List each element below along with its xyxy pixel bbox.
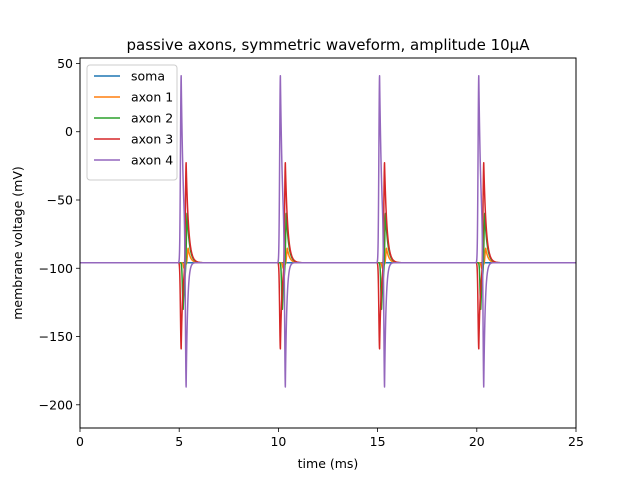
legend-box [86,64,178,181]
x-axis: 0 5 10 15 20 25 [76,428,584,449]
x-tick-label: 25 [568,434,584,449]
x-tick-label: 0 [76,434,84,449]
legend-label: axon 3 [131,132,173,147]
chart-title: passive axons, symmetric waveform, ampli… [127,36,531,54]
legend-label: axon 4 [131,153,173,168]
legend-label: axon 2 [131,111,173,126]
x-axis-label: time (ms) [298,456,359,471]
x-tick-label: 10 [270,434,286,449]
x-tick-label: 15 [370,434,386,449]
legend: soma axon 1 axon 2 axon 3 axon 4 [86,64,178,181]
y-tick-label: −50 [47,192,73,207]
x-tick-label: 20 [469,434,485,449]
y-tick-label: −200 [39,397,73,412]
y-tick-label: −100 [39,261,73,276]
legend-label: soma [131,69,165,84]
x-tick-label: 5 [175,434,183,449]
plot-frame [79,57,577,429]
y-tick-label: −150 [39,329,73,344]
series-line-axon-4 [80,75,576,388]
series-group [80,75,576,388]
legend-label: axon 1 [131,90,173,105]
y-axis: 50 0 −50 −100 −150 −200 [39,56,80,412]
y-tick-label: 50 [57,56,73,71]
y-tick-label: 0 [65,124,73,139]
y-axis-label: membrane voltage (mV) [10,166,25,320]
